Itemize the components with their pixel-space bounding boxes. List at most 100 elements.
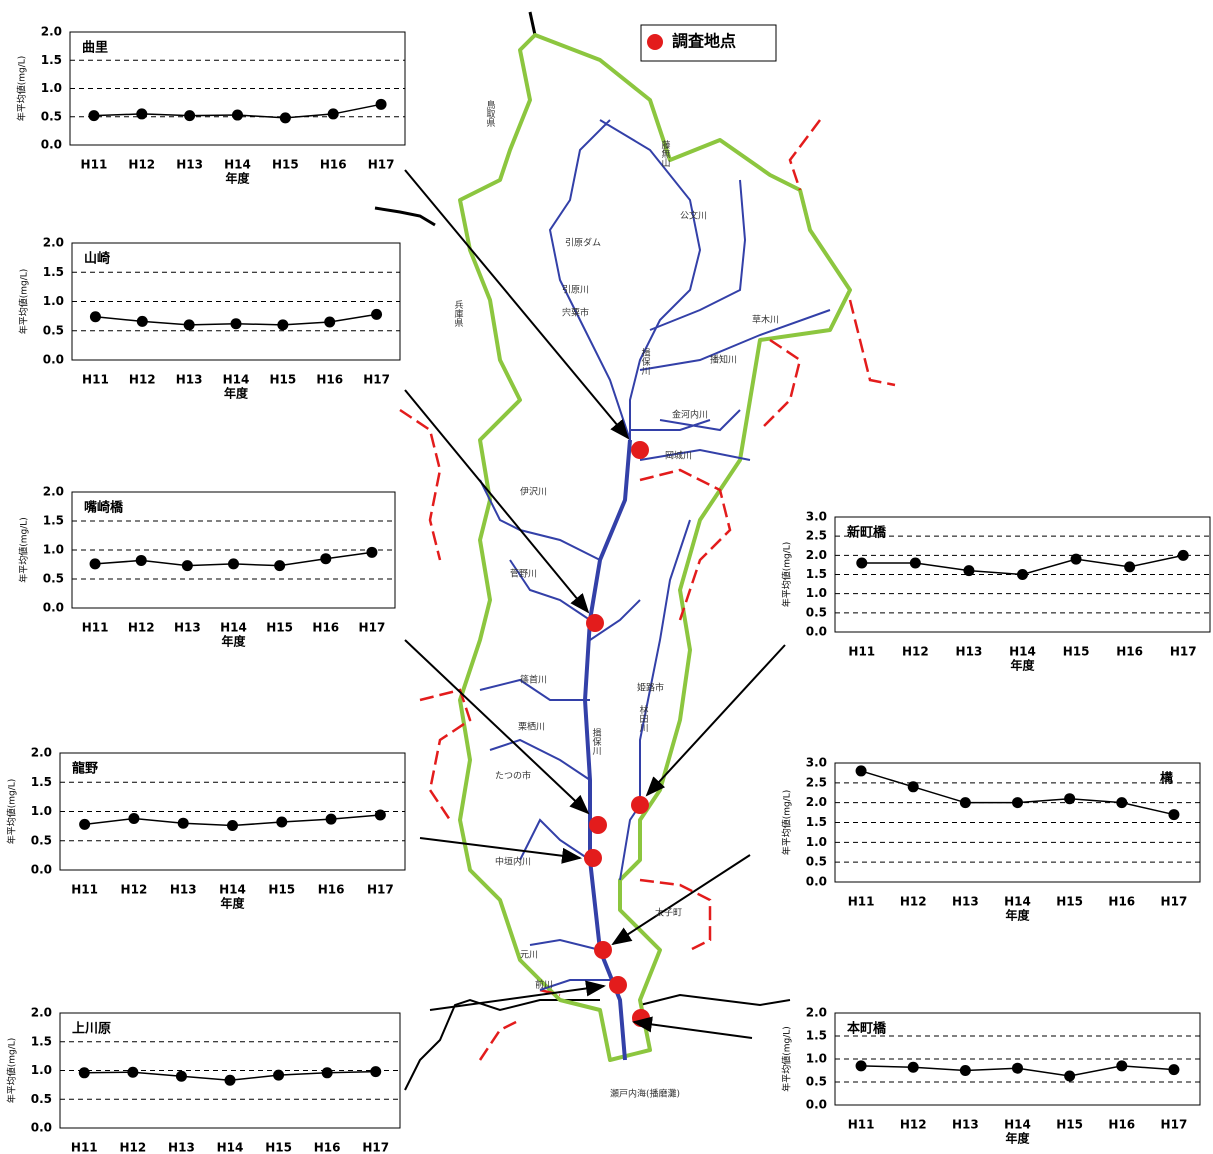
x-axis-label: 年度 [224,386,249,401]
data-point [959,1065,971,1076]
y-tick-label: 1.0 [806,835,827,849]
pointer-arrow [611,854,751,946]
map-label: 鳥取県 [485,99,496,128]
chart-title: 新町橋 [847,525,887,541]
data-point [184,110,196,122]
data-point [88,110,100,122]
x-tick-label: H14 [1009,645,1036,659]
x-tick-label: H11 [82,621,109,635]
data-point [177,817,189,829]
y-axis-label: 年平均値(mg/L) [6,779,18,845]
chart-title: 上川原 [72,1022,111,1037]
x-tick-label: H12 [119,1141,146,1154]
y-tick-label: 2.0 [31,746,52,760]
site-marker [631,796,649,814]
x-tick-label: H12 [129,373,156,387]
data-point [375,98,387,110]
y-tick-label: 0.5 [31,833,52,847]
chart: 0.0 0.5 1.0 1.5 2.0 年平均値(mg/L) 上川原 H11 H12 H13 H14… [6,1006,401,1154]
pointer-arrow [632,1016,753,1039]
pointer-arrow [404,389,590,614]
x-tick-label: H14 [224,158,251,172]
y-tick-label: 0.5 [806,605,827,619]
x-axis-label: 年度 [1005,1131,1030,1146]
map-label: 草木川 [752,314,779,326]
x-tick-label: H17 [1161,895,1188,909]
x-tick-label: H14 [223,373,250,387]
main-river [582,439,632,1061]
x-tick-label: H17 [359,621,386,635]
chart: 0.0 0.5 1.0 1.5 2.0 年平均値(mg/L) 龍野 H11 H12 H13 H14 H… [6,746,406,911]
data-point [366,546,378,558]
data-point [1116,1060,1128,1072]
chart-title: 山崎 [84,251,110,267]
map-label: 伊沢川 [520,486,547,498]
y-tick-label: 1.5 [43,265,64,279]
data-point [228,558,239,570]
data-point [374,809,386,821]
chart: 0.0 0.5 1.0 1.5 2.0 年平均値(mg/L) 嘴崎橋 H11 H12 H13 H14… [18,485,396,649]
x-axis-label: 年度 [220,896,245,911]
y-tick-label: 0.5 [31,1092,52,1106]
data-point [183,319,195,331]
x-tick-label: H13 [952,895,979,909]
y-tick-label: 2.0 [43,485,64,499]
x-tick-label: H15 [1056,1118,1083,1132]
map-label: 岡城川 [665,451,692,462]
x-tick-label: H13 [952,1118,979,1132]
map-label: 篠首川 [520,674,547,686]
data-point [175,1070,187,1082]
x-tick-label: H16 [314,1141,341,1154]
x-tick-label: H13 [956,645,983,659]
y-axis-label: 年平均値(mg/L) [781,542,793,608]
x-tick-label: H16 [320,158,347,172]
site-marker [584,849,602,867]
y-tick-label: 1.5 [31,775,52,789]
x-tick-label: H16 [1116,645,1143,659]
map-label: 前川 [535,979,553,991]
map-label: 藤無山 [660,139,671,167]
data-point [136,315,148,327]
x-tick-label: H12 [902,645,929,659]
x-tick-label: H16 [1108,895,1135,909]
y-axis-label: 年平均値(mg/L) [781,1026,793,1092]
data-point [181,560,193,572]
data-point [89,558,101,570]
legend-label: 調査地点 [672,32,736,51]
legend-marker [647,34,663,50]
x-tick-label: H17 [1161,1118,1188,1132]
data-point [1012,797,1023,809]
y-axis-label: 年平均値(mg/L) [16,56,28,122]
data-point [320,553,332,565]
y-tick-label: 2.0 [31,1006,52,1020]
x-tick-label: H11 [71,883,98,897]
y-tick-label: 1.0 [31,804,52,818]
map-label: 太子町 [655,907,682,919]
y-tick-label: 0.0 [43,353,64,367]
map-label: 栗栖川 [518,721,545,733]
pointer-arrow [404,639,590,815]
x-tick-label: H12 [900,1118,927,1132]
y-tick-label: 0.0 [41,138,62,152]
x-tick-label: H13 [176,373,203,387]
x-tick-label: H11 [82,373,109,387]
x-axis-label: 年度 [1005,908,1030,923]
map-label: 姫路市 [637,682,664,694]
data-point [127,1066,139,1078]
map-label: 元川 [520,951,538,961]
x-tick-label: H15 [269,373,296,387]
x-tick-label: H11 [848,1118,875,1132]
basin-boundary [458,33,852,1062]
data-point [327,108,339,120]
y-tick-label: 0.0 [806,875,827,889]
x-tick-label: H12 [128,158,155,172]
chart-title: 曲里 [82,40,108,56]
y-tick-label: 2.0 [806,548,827,562]
x-tick-label: H17 [363,373,390,387]
chart: 0.0 0.5 1.0 1.5 2.0 2.5 3.0 年平均値(mg/L) 新町橋 H11 H12… [781,510,1211,673]
data-point [276,816,288,828]
